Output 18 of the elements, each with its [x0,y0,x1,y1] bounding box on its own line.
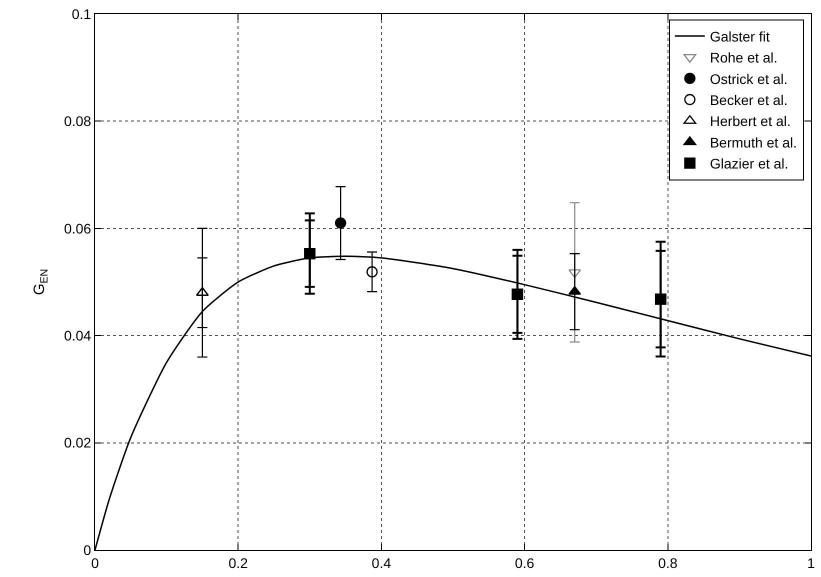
x-tick-label: 0.8 [658,554,678,571]
y-tick-label: 0.06 [64,220,92,236]
x-tick-label: 0.4 [372,554,392,571]
legend-label: Ostrick et al. [710,70,788,87]
y-tick-label: 0 [83,542,92,558]
x-tick-label: 1 [807,554,816,571]
y-tick-label: 0.02 [64,434,92,451]
x-tick-label: 0.2 [228,554,248,571]
legend-label: Herbert et al. [710,113,791,130]
y-tick-label: 0.08 [64,113,92,130]
legend-label: Glazier et al. [710,156,788,172]
legend-label: Bermuth et al. [710,134,797,150]
y-tick-label: 0.04 [64,328,92,344]
legend-label: Rohe et al. [710,50,778,66]
legend-label: Galster fit [710,28,770,44]
x-tick-label: 0.6 [514,554,535,571]
legend-label: Becker et al. [710,92,788,108]
y-tick-label: 0.1 [72,6,92,22]
